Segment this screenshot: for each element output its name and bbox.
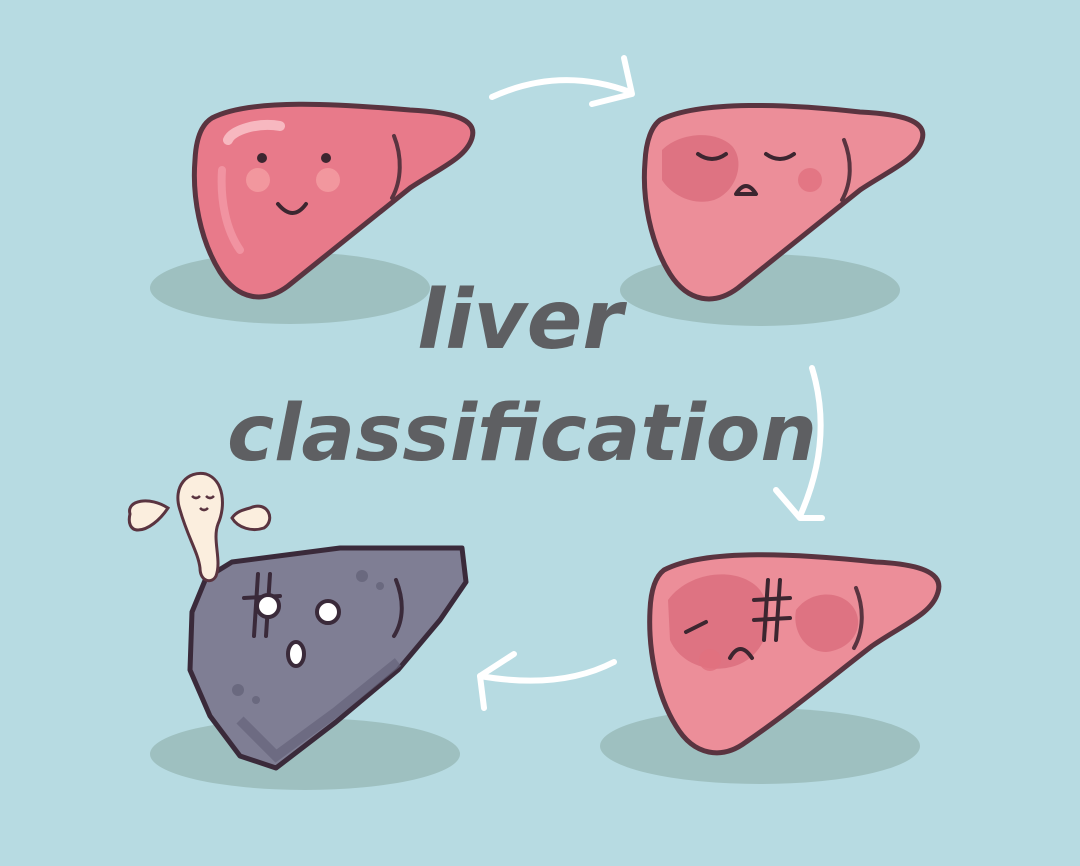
title-line1: liver — [417, 273, 627, 368]
happy-liver-icon — [191, 101, 476, 300]
sad-liver-icon — [647, 552, 942, 756]
arrow-bottom-icon — [477, 651, 617, 711]
tired-liver-icon — [641, 102, 926, 302]
title-line2: classification — [227, 389, 817, 479]
dead-liver-icon — [187, 545, 469, 771]
ghost-with-wings-icon — [127, 471, 272, 583]
arrow-top-icon — [489, 55, 635, 107]
arrow-right-icon — [773, 365, 825, 521]
